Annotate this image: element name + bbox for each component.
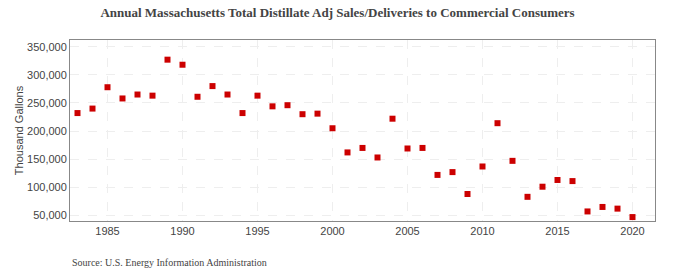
svg-text:150,000: 150,000: [27, 153, 67, 165]
svg-text:1985: 1985: [95, 225, 119, 237]
svg-text:2020: 2020: [620, 225, 644, 237]
svg-text:200,000: 200,000: [27, 125, 67, 137]
svg-text:Source: U.S. Energy Informatio: Source: U.S. Energy Information Administ…: [72, 257, 267, 268]
svg-text:Annual Massachusetts Total Dis: Annual Massachusetts Total Distillate Ad…: [100, 5, 574, 20]
svg-text:2005: 2005: [395, 225, 419, 237]
svg-text:50,000: 50,000: [33, 209, 67, 221]
svg-text:1990: 1990: [170, 225, 194, 237]
svg-text:2010: 2010: [470, 225, 494, 237]
svg-text:100,000: 100,000: [27, 181, 67, 193]
svg-text:300,000: 300,000: [27, 69, 67, 81]
svg-text:250,000: 250,000: [27, 97, 67, 109]
svg-text:350,000: 350,000: [27, 41, 67, 53]
svg-text:2000: 2000: [320, 225, 344, 237]
svg-text:2015: 2015: [545, 225, 569, 237]
svg-text:Thousand Gallons: Thousand Gallons: [13, 85, 25, 175]
svg-text:1995: 1995: [245, 225, 269, 237]
